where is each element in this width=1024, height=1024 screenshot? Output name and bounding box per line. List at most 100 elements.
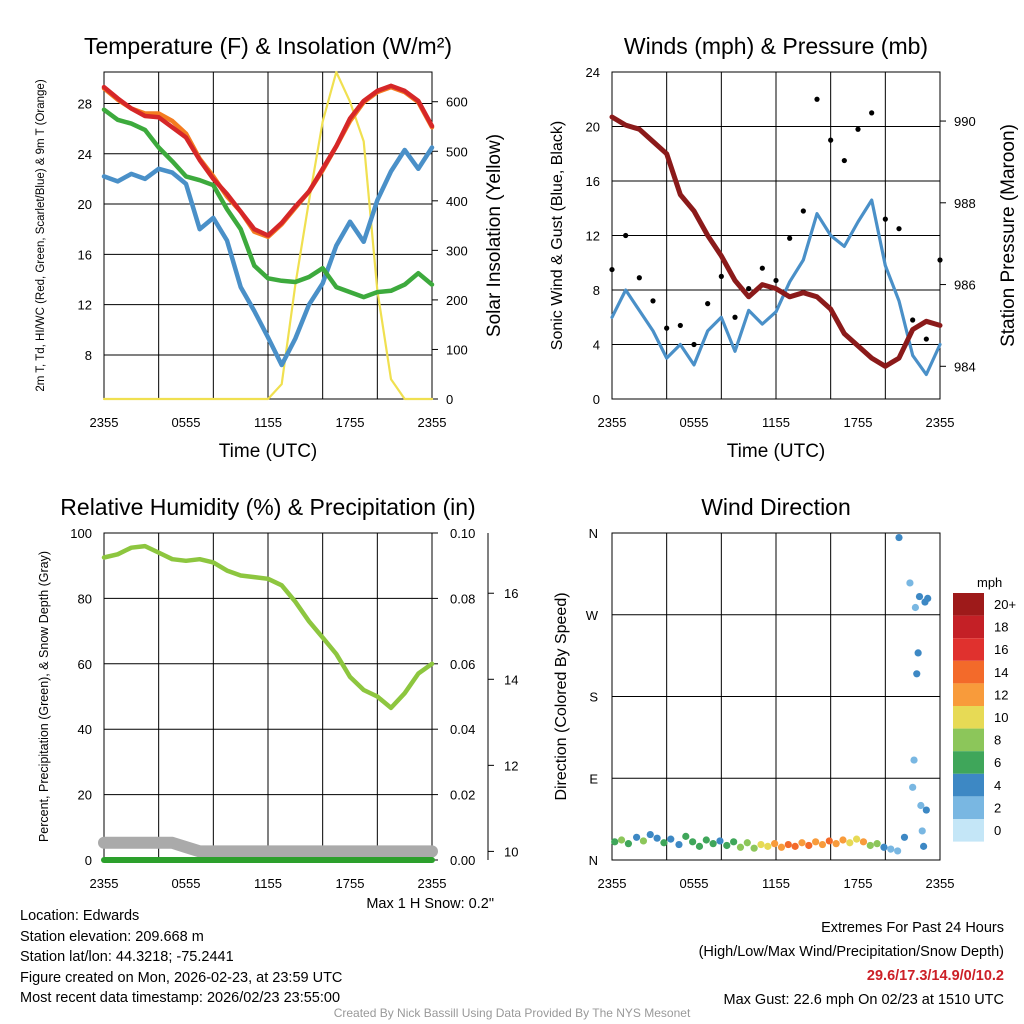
x-tick-label: 1755 bbox=[336, 876, 365, 891]
y2-tick-label: 400 bbox=[446, 194, 468, 209]
direction-point bbox=[798, 839, 806, 847]
x-tick-label: 2355 bbox=[90, 415, 119, 430]
direction-point bbox=[900, 833, 909, 841]
gust-point bbox=[910, 317, 916, 323]
direction-point bbox=[913, 670, 921, 678]
y-tick-label: 16 bbox=[586, 174, 600, 189]
colorbar-label: 0 bbox=[994, 823, 1001, 838]
wind-direction-panel: 2355 0555 1155 1755 2355 Wind Direction N E S W N D… bbox=[553, 494, 1016, 891]
direction-point bbox=[873, 840, 881, 848]
credit-text: Created By Nick Bassill Using Data Provi… bbox=[333, 1006, 691, 1020]
x-axis-label: Time (UTC) bbox=[727, 441, 826, 462]
colorbar-label: 20+ bbox=[994, 597, 1016, 612]
colorbar-label: 18 bbox=[994, 620, 1008, 635]
direction-point bbox=[832, 840, 840, 848]
x-tick-label: 2355 bbox=[418, 415, 447, 430]
y2-tick-label: 500 bbox=[446, 144, 468, 159]
x-tick-label: 2355 bbox=[598, 415, 627, 430]
colorbar-swatch bbox=[953, 728, 984, 752]
y-tick-label: 24 bbox=[78, 147, 92, 162]
humidity-panel: 2355 0555 1155 1755 2355 Relative Humidity (%… bbox=[37, 494, 518, 891]
direction-point bbox=[730, 838, 738, 846]
direction-point bbox=[812, 838, 820, 846]
chart-title: Relative Humidity (%) & Precipitation (i… bbox=[60, 494, 475, 520]
gust-point bbox=[609, 266, 615, 273]
y-tick-label: 12 bbox=[586, 229, 600, 244]
gust-point bbox=[937, 257, 943, 263]
y-tick-label: 80 bbox=[78, 591, 92, 606]
y-tick-label: N bbox=[589, 526, 598, 541]
direction-point bbox=[846, 839, 854, 847]
x-tick-label: 0555 bbox=[680, 876, 709, 891]
temperature-panel: 2355 0555 1155 1755 2355 Temperature (F) & In… bbox=[35, 33, 505, 462]
gust-point bbox=[800, 208, 806, 214]
direction-point bbox=[716, 837, 724, 845]
direction-point bbox=[771, 840, 779, 848]
direction-point bbox=[743, 839, 751, 847]
y-tick-label: 16 bbox=[78, 247, 92, 262]
colorbar-swatch bbox=[953, 773, 984, 797]
max-snow-note: Max 1 H Snow: 0.2" bbox=[366, 896, 494, 912]
series-line-td bbox=[101, 107, 435, 300]
direction-point bbox=[915, 592, 924, 601]
direction-point bbox=[859, 838, 868, 846]
y-tick-label: N bbox=[589, 853, 598, 868]
y-tick-label: 0 bbox=[593, 392, 600, 407]
direction-point bbox=[675, 840, 683, 849]
y2-tick-label: 986 bbox=[954, 278, 976, 293]
extremes-title: Extremes For Past 24 Hours bbox=[821, 920, 1004, 936]
direction-point bbox=[920, 842, 928, 850]
direction-point bbox=[853, 835, 861, 843]
gust-point bbox=[677, 322, 683, 329]
direction-point bbox=[764, 842, 772, 850]
direction-point bbox=[660, 839, 668, 847]
y-axis-label: Direction (Colored By Speed) bbox=[553, 592, 570, 800]
direction-point bbox=[909, 783, 917, 791]
chart-title: Temperature (F) & Insolation (W/m²) bbox=[84, 33, 452, 59]
y-tick-label: 8 bbox=[85, 348, 92, 363]
location-text: Location: Edwards bbox=[20, 908, 140, 924]
direction-point bbox=[682, 832, 690, 840]
y-tick-label: 28 bbox=[78, 96, 92, 111]
y-axis-label: Solar Insolation (Yellow) bbox=[484, 134, 505, 337]
direction-point bbox=[880, 843, 888, 851]
y2-tick-label: 0.06 bbox=[450, 657, 475, 672]
direction-point bbox=[777, 843, 786, 851]
direction-point bbox=[757, 840, 765, 849]
y2-tick-label: 0.08 bbox=[450, 591, 475, 606]
gust-point bbox=[623, 232, 629, 239]
y2-tick-label: 0 bbox=[446, 392, 453, 407]
y-tick-label: 4 bbox=[593, 338, 600, 353]
direction-point bbox=[646, 830, 654, 839]
x-tick-label: 0555 bbox=[172, 415, 201, 430]
gust-point bbox=[882, 216, 888, 222]
gust-point bbox=[869, 110, 875, 116]
y-tick-label: 8 bbox=[593, 283, 600, 298]
y-axis-label: Percent, Precipitation (Green), & Snow D… bbox=[37, 551, 51, 842]
x-tick-label: 1155 bbox=[762, 876, 790, 891]
colorbar-swatch bbox=[953, 819, 984, 842]
y-tick-label: 0 bbox=[85, 853, 92, 868]
y2-tick-label: 300 bbox=[446, 243, 468, 258]
gust-point bbox=[787, 235, 793, 241]
colorbar-swatch bbox=[953, 683, 984, 706]
y2-tick-label: 0.00 bbox=[450, 853, 475, 868]
colorbar-swatch bbox=[953, 796, 984, 819]
direction-point bbox=[906, 579, 914, 587]
direction-point bbox=[611, 838, 619, 846]
direction-point bbox=[667, 835, 675, 843]
y-tick-label: S bbox=[589, 690, 598, 705]
y2-tick-label: 988 bbox=[954, 196, 976, 211]
gust-point bbox=[746, 286, 752, 292]
elevation-text: Station elevation: 209.668 m bbox=[20, 928, 204, 945]
x-tick-label: 2355 bbox=[90, 876, 119, 891]
direction-point bbox=[805, 841, 813, 850]
series-line-relative-humidity bbox=[101, 543, 435, 711]
extremes-info: Extremes For Past 24 Hours (High/Low/Max… bbox=[699, 916, 1004, 1012]
y2-tick-label: 0.04 bbox=[450, 722, 475, 737]
gust-point bbox=[828, 137, 834, 143]
chart-title: Wind Direction bbox=[701, 494, 851, 520]
gust-point bbox=[691, 341, 697, 348]
gust-point bbox=[759, 265, 765, 271]
